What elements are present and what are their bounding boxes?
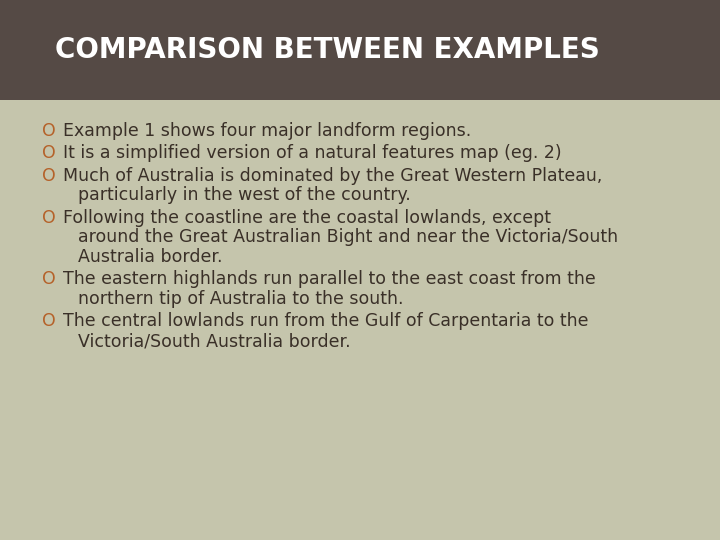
Text: O: O <box>42 313 55 330</box>
Text: particularly in the west of the country.: particularly in the west of the country. <box>78 186 410 205</box>
Text: Australia border.: Australia border. <box>78 248 222 266</box>
Text: O: O <box>42 167 55 185</box>
FancyBboxPatch shape <box>0 0 720 100</box>
Text: The central lowlands run from the Gulf of Carpentaria to the: The central lowlands run from the Gulf o… <box>63 313 588 330</box>
Text: The eastern highlands run parallel to the east coast from the: The eastern highlands run parallel to th… <box>63 271 595 288</box>
Text: Following the coastline are the coastal lowlands, except: Following the coastline are the coastal … <box>63 209 551 227</box>
Text: It is a simplified version of a natural features map (eg. 2): It is a simplified version of a natural … <box>63 145 562 163</box>
Text: northern tip of Australia to the south.: northern tip of Australia to the south. <box>78 290 403 308</box>
Text: Victoria/South Australia border.: Victoria/South Australia border. <box>78 332 351 350</box>
Text: around the Great Australian Bight and near the Victoria/South: around the Great Australian Bight and ne… <box>78 228 618 246</box>
Text: O: O <box>42 145 55 163</box>
Text: O: O <box>42 122 55 140</box>
Text: O: O <box>42 209 55 227</box>
Text: COMPARISON BETWEEN EXAMPLES: COMPARISON BETWEEN EXAMPLES <box>55 36 600 64</box>
Text: O: O <box>42 271 55 288</box>
Text: Much of Australia is dominated by the Great Western Plateau,: Much of Australia is dominated by the Gr… <box>63 167 603 185</box>
Text: Example 1 shows four major landform regions.: Example 1 shows four major landform regi… <box>63 122 472 140</box>
